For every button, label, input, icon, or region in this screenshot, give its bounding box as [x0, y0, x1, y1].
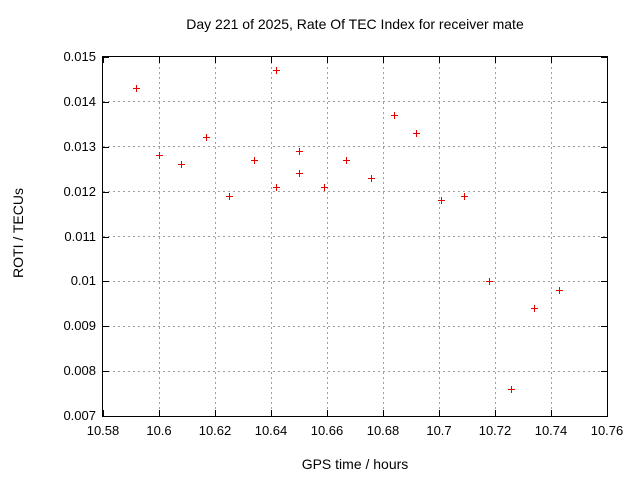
y-tick-left: [103, 101, 109, 103]
y-tick-right: [601, 101, 607, 103]
x-tick-bottom: [271, 410, 272, 416]
y-tick-right: [601, 146, 607, 148]
x-tick-bottom: [607, 410, 608, 416]
x-tick-top: [271, 57, 272, 63]
y-tick-right: [601, 236, 607, 238]
data-point-marker: [320, 183, 328, 191]
data-point-marker: [273, 183, 281, 191]
data-point-marker: [555, 286, 563, 294]
y-tick-right: [601, 371, 607, 373]
x-tick-label: 10.64: [254, 423, 288, 438]
y-tick-left: [103, 236, 109, 238]
x-tick-top: [215, 57, 216, 63]
x-tick-label: 10.58: [86, 423, 120, 438]
y-gridline: [103, 146, 607, 148]
x-tick-top: [551, 57, 552, 63]
data-point-marker: [530, 304, 538, 312]
data-point-marker: [177, 161, 185, 169]
y-tick-label: 0.011: [64, 228, 96, 244]
data-point-marker: [460, 192, 468, 200]
data-point-marker: [438, 197, 446, 205]
x-tick-top: [439, 57, 440, 63]
x-tick-top: [327, 57, 328, 63]
x-tick-label: 10.6: [146, 423, 172, 438]
x-tick-label: 10.76: [590, 423, 624, 438]
y-tick-label: 0.01: [70, 273, 96, 289]
x-tick-label: 10.68: [366, 423, 400, 438]
y-tick-left: [103, 371, 109, 373]
y-tick-left: [103, 416, 109, 417]
x-tick-top: [103, 57, 104, 63]
x-tick-top: [607, 57, 608, 63]
y-tick-label: 0.008: [63, 363, 96, 379]
x-tick-bottom: [495, 410, 496, 416]
data-point-marker: [295, 170, 303, 178]
y-tick-right: [601, 326, 607, 328]
data-point-marker: [343, 156, 351, 164]
data-point-marker: [155, 152, 163, 160]
y-tick-left: [103, 57, 109, 58]
x-tick-bottom: [159, 410, 160, 416]
x-tick-label: 10.62: [198, 423, 232, 438]
y-tick-right: [601, 281, 607, 283]
data-point-marker: [273, 66, 281, 74]
data-point-marker: [508, 385, 516, 393]
y-tick-left: [103, 146, 109, 148]
x-tick-bottom: [215, 410, 216, 416]
plot-area: [102, 56, 608, 417]
y-tick-label: 0.007: [63, 408, 96, 423]
y-gridline: [103, 236, 607, 237]
y-tick-right: [601, 57, 607, 58]
data-point-marker: [295, 147, 303, 155]
x-tick-top: [159, 57, 160, 63]
y-tick-right: [601, 191, 607, 193]
data-point-marker: [133, 84, 141, 92]
data-point-marker: [368, 174, 376, 182]
x-tick-top: [495, 57, 496, 63]
x-tick-bottom: [383, 410, 384, 416]
x-tick-label: 10.74: [534, 423, 568, 438]
x-tick-bottom: [103, 410, 104, 416]
x-tick-label: 10.66: [310, 423, 344, 438]
y-tick-label: 0.012: [63, 183, 96, 199]
y-tick-right: [601, 416, 607, 417]
x-tick-bottom: [439, 410, 440, 416]
data-point-marker: [250, 156, 258, 164]
y-tick-left: [103, 326, 109, 328]
y-gridline: [103, 370, 607, 372]
y-gridline: [103, 191, 607, 193]
data-point-marker: [485, 277, 493, 285]
x-tick-bottom: [551, 410, 552, 416]
y-gridline: [103, 280, 607, 282]
x-tick-top: [383, 57, 384, 63]
x-tick-label: 10.7: [426, 423, 452, 438]
data-point-marker: [203, 134, 211, 142]
x-axis-title: GPS time / hours: [301, 456, 409, 472]
y-gridline: [103, 325, 607, 327]
chart-title: Day 221 of 2025, Rate Of TEC Index for r…: [186, 16, 524, 32]
y-tick-left: [103, 191, 109, 193]
y-tick-left: [103, 281, 109, 283]
x-tick-bottom: [327, 410, 328, 416]
data-point-marker: [225, 192, 233, 200]
y-gridline: [103, 101, 607, 103]
data-point-marker: [413, 129, 421, 137]
y-tick-label: 0.015: [63, 49, 96, 64]
y-tick-label: 0.009: [63, 318, 96, 334]
x-tick-label: 10.72: [478, 423, 512, 438]
y-tick-label: 0.013: [63, 138, 96, 154]
y-tick-label: 0.014: [63, 93, 96, 109]
y-axis-title: ROTI / TECUs: [10, 188, 26, 278]
data-point-marker: [390, 111, 398, 119]
